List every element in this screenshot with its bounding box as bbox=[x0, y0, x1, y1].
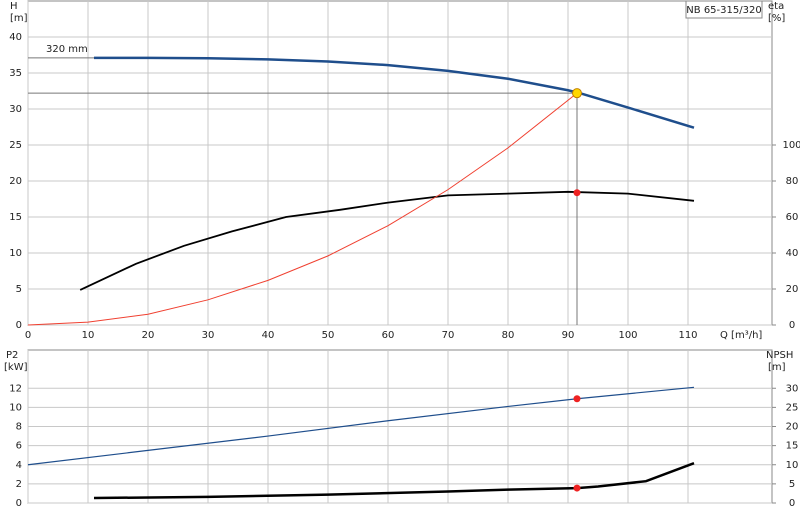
x-tick-label: 100 bbox=[618, 330, 637, 341]
x-tick-label: 50 bbox=[322, 330, 335, 341]
y-tick-label: 4 bbox=[16, 460, 22, 471]
y2-label: eta bbox=[768, 1, 784, 12]
y2-tick-label: 100 bbox=[782, 140, 800, 151]
y2-unit: [m] bbox=[768, 362, 786, 373]
x-tick-label: 10 bbox=[82, 330, 95, 341]
curve bbox=[27, 92, 578, 326]
y-tick-label: 30 bbox=[9, 104, 22, 115]
curve bbox=[94, 56, 695, 129]
curve bbox=[79, 190, 695, 291]
model-label: NB 65-315/320 bbox=[686, 5, 761, 16]
y2-tick-label: 5 bbox=[789, 479, 795, 490]
y-tick-label: 8 bbox=[16, 422, 22, 433]
y-tick-label: 0 bbox=[16, 320, 22, 331]
y2-tick-label: 25 bbox=[786, 402, 799, 413]
x-tick-label: 40 bbox=[262, 330, 275, 341]
plot-area bbox=[27, 0, 773, 326]
y2-tick-label: 10 bbox=[786, 460, 799, 471]
point bbox=[573, 189, 581, 197]
x-tick-label: 0 bbox=[25, 330, 31, 341]
series-label: 320 mm bbox=[46, 44, 88, 55]
y-tick-label: 35 bbox=[9, 68, 22, 79]
x-tick-label: 110 bbox=[678, 330, 697, 341]
y-tick-label: 10 bbox=[9, 248, 22, 259]
y2-tick-label: 15 bbox=[786, 441, 799, 452]
curve bbox=[93, 462, 695, 500]
y2-tick-label: 80 bbox=[786, 176, 799, 187]
x-tick-label: 30 bbox=[202, 330, 215, 341]
y2-tick-label: 0 bbox=[789, 498, 795, 509]
x-tick-label: 70 bbox=[442, 330, 455, 341]
x-tick-label: 90 bbox=[562, 330, 575, 341]
y-tick-label: 10 bbox=[9, 402, 22, 413]
y-tick-label: 5 bbox=[16, 284, 22, 295]
y2-tick-label: 60 bbox=[786, 212, 799, 223]
x-tick-label: 80 bbox=[502, 330, 515, 341]
y2-tick-label: 40 bbox=[786, 248, 799, 259]
y2-tick-label: 0 bbox=[789, 320, 795, 331]
x-label: Q [m³/h] bbox=[720, 330, 762, 341]
y2-tick-label: 20 bbox=[786, 284, 799, 295]
x-tick-label: 20 bbox=[142, 330, 155, 341]
point bbox=[573, 484, 581, 492]
duty-point bbox=[572, 88, 582, 99]
y-tick-label: 6 bbox=[16, 441, 22, 452]
y-label: P2 bbox=[6, 350, 18, 361]
y-tick-label: 20 bbox=[9, 176, 22, 187]
y-label: H bbox=[10, 1, 18, 12]
y-tick-label: 12 bbox=[9, 383, 22, 394]
y2-tick-label: 20 bbox=[786, 422, 799, 433]
model-box bbox=[685, 0, 763, 19]
y-tick-label: 25 bbox=[9, 140, 22, 151]
y2-label: NPSH bbox=[766, 350, 793, 361]
y-unit: [kW] bbox=[4, 362, 28, 373]
y-unit: [m] bbox=[10, 13, 28, 24]
y2-tick-label: 30 bbox=[786, 383, 799, 394]
y-tick-label: 40 bbox=[9, 32, 22, 43]
y-tick-label: 2 bbox=[16, 479, 22, 490]
x-tick-label: 60 bbox=[382, 330, 395, 341]
y2-unit: [%] bbox=[768, 13, 785, 24]
y-tick-label: 0 bbox=[16, 498, 22, 509]
point bbox=[573, 395, 581, 403]
y-tick-label: 15 bbox=[9, 212, 22, 223]
